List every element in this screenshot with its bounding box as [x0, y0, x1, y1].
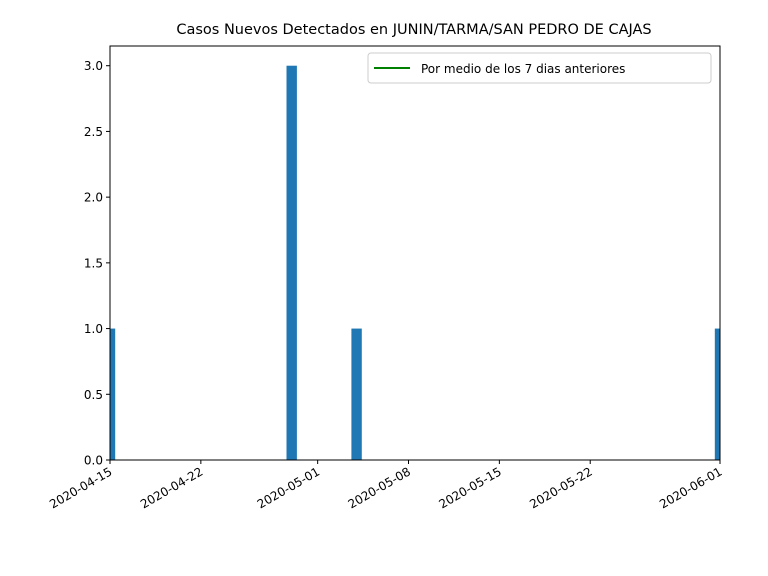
y-tick-label: 0.5	[84, 388, 103, 402]
x-tick-label: 2020-04-15	[47, 464, 114, 511]
y-tick-label: 3.0	[84, 59, 103, 73]
x-tick-label: 2020-05-01	[255, 464, 322, 511]
x-tick-label: 2020-06-01	[657, 464, 724, 511]
y-tick-label: 0.0	[84, 454, 103, 468]
x-tick-label: 2020-05-15	[436, 464, 503, 511]
x-tick-label: 2020-04-22	[138, 464, 205, 511]
y-tick-label: 1.5	[84, 256, 103, 270]
y-tick-label: 2.0	[84, 191, 103, 205]
bars-group	[110, 65, 720, 460]
bar	[286, 65, 297, 460]
legend-label: Por medio de los 7 dias anteriores	[421, 62, 625, 76]
plot-frame	[109, 45, 721, 461]
legend: Por medio de los 7 dias anteriores	[367, 52, 712, 84]
y-axis: 0.0 0.5 1.0 1.5 2.0 2.5 3.0	[84, 59, 110, 468]
y-tick-label: 2.5	[84, 125, 103, 139]
x-tick-label: 2020-05-22	[527, 464, 594, 511]
chart-title: Casos Nuevos Detectados en JUNIN/TARMA/S…	[176, 22, 651, 38]
bar	[351, 328, 362, 460]
legend-box	[367, 52, 712, 84]
x-tick-label: 2020-05-08	[346, 464, 413, 511]
y-tick-label: 1.0	[84, 322, 103, 336]
x-axis: 2020-04-15 2020-04-22 2020-05-01 2020-05-08…	[47, 460, 725, 511]
bar	[714, 328, 720, 460]
bar	[110, 328, 116, 460]
